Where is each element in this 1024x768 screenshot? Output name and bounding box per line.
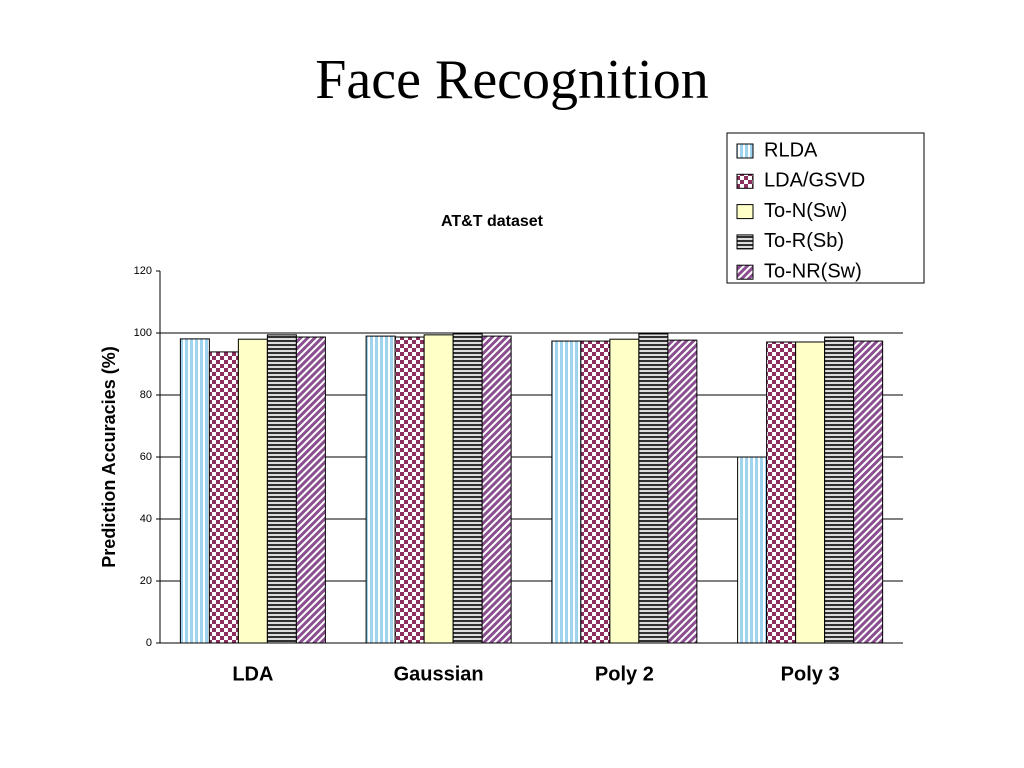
legend-label: To-R(Sb) <box>764 230 844 252</box>
y-tick-label: 100 <box>134 327 152 339</box>
chart-title: AT&T dataset <box>441 213 544 230</box>
bar <box>737 456 768 644</box>
x-tick-label: Poly 2 <box>595 663 654 685</box>
legend-label: RLDA <box>764 139 818 161</box>
bar <box>824 336 855 644</box>
bar <box>423 334 454 644</box>
y-axis-label: Prediction Accuracies (%) <box>99 346 119 567</box>
bar <box>667 339 698 644</box>
legend: RLDA LDA/GSVD To-N(Sw) To-R(Sb) To-NR(Sw) <box>726 132 925 284</box>
y-tick-label: 60 <box>140 451 152 463</box>
bar <box>638 333 669 644</box>
legend-swatch <box>736 264 754 280</box>
bar <box>766 341 797 644</box>
slide-title: Face Recognition <box>315 49 708 111</box>
y-tick-label: 20 <box>140 575 152 587</box>
legend-swatch <box>736 234 754 250</box>
bar <box>481 335 512 644</box>
bar <box>580 340 611 644</box>
legend-swatch <box>736 143 754 159</box>
y-tick-label: 80 <box>140 389 152 401</box>
legend-swatch <box>736 173 754 189</box>
bar <box>452 333 483 644</box>
bar <box>179 338 210 644</box>
bar <box>394 336 425 644</box>
legend-label: LDA/GSVD <box>764 170 865 192</box>
bar <box>853 340 884 644</box>
bar <box>609 338 640 644</box>
x-tick-label: Poly 3 <box>781 663 840 685</box>
bar <box>551 340 582 644</box>
x-tick-label: Gaussian <box>394 663 484 685</box>
bar <box>365 335 396 644</box>
bar <box>208 351 239 644</box>
y-tick-label: 120 <box>134 265 152 277</box>
legend-swatch <box>736 204 754 220</box>
bar <box>237 338 268 644</box>
legend-label: To-NR(Sw) <box>764 260 862 282</box>
legend-label: To-N(Sw) <box>764 200 847 222</box>
bar <box>795 341 826 644</box>
bar <box>266 334 297 644</box>
x-tick-label: LDA <box>232 663 273 685</box>
legend-box <box>726 132 925 284</box>
y-tick-label: 40 <box>140 513 152 525</box>
y-tick-label: 0 <box>146 637 152 649</box>
bar <box>295 336 326 644</box>
